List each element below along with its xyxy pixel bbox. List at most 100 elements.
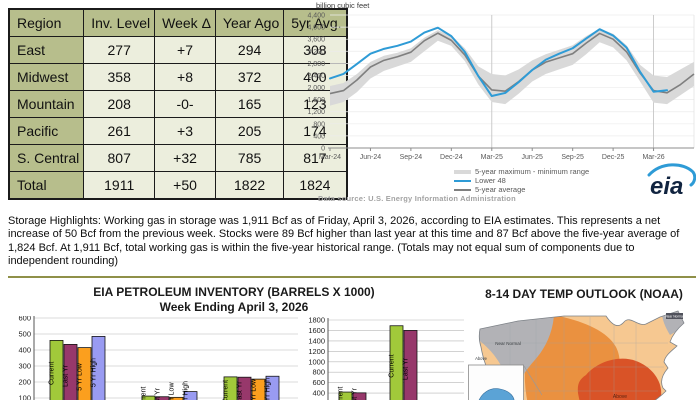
table-cell: Midwest (8, 63, 85, 91)
bar (389, 325, 404, 400)
svg-text:600: 600 (18, 316, 31, 323)
svg-text:Current: Current (49, 362, 56, 385)
bar (338, 391, 353, 400)
bar (251, 378, 266, 400)
svg-text:Sep-24: Sep-24 (400, 154, 423, 161)
svg-text:5 Yr High: 5 Yr High (91, 358, 98, 387)
table-cell: Mountain (8, 90, 85, 118)
eia-logo-text: eia (650, 173, 684, 200)
bar (183, 391, 198, 400)
svg-text:3,200: 3,200 (307, 49, 325, 56)
svg-text:2,800: 2,800 (307, 61, 325, 68)
svg-text:Last Yr: Last Yr (155, 387, 162, 400)
bar (49, 339, 64, 400)
svg-text:2,400: 2,400 (307, 73, 325, 80)
bar (265, 375, 280, 400)
table-cell: S. Central (8, 144, 85, 172)
svg-text:5 Yr High: 5 Yr High (183, 381, 190, 400)
svg-text:1,600: 1,600 (307, 97, 325, 104)
table-row: East 277 +7 294 308 (8, 36, 348, 64)
svg-text:Dec-24: Dec-24 (440, 154, 463, 161)
data-source-note: Data source: U.S. Energy Information Adm… (318, 194, 516, 203)
petroleum-bar-chart-right: 020040060080010001200140016001800Current… (308, 316, 464, 400)
table-row: Mountain 208 -0- 165 123 (8, 90, 348, 118)
svg-text:1800: 1800 (308, 316, 325, 325)
table-cell: 123 (283, 90, 348, 118)
svg-text:Mar-25: Mar-25 (481, 154, 503, 161)
gas-storage-line-chart: 0 400 800 1,200 1,600 2,000 2,400 2,800 3,200 3,6… (307, 13, 695, 161)
svg-text:3,600: 3,600 (307, 37, 325, 44)
petroleum-chart-subtitle: Week Ending April 3, 2026 (159, 300, 309, 314)
svg-text:0: 0 (321, 146, 325, 153)
bar (169, 396, 184, 400)
table-cell: -0- (154, 90, 216, 118)
inset-leader-line (523, 365, 543, 396)
chart-unit-label: billion cubic feet (316, 1, 370, 10)
storage-table-grid: Region Inv. Level Week Δ Year Ago 5yr Avg. Ea… (8, 8, 348, 200)
table-row: S. Central 807 +32 785 817 (8, 144, 348, 172)
svg-text:1400: 1400 (308, 336, 325, 345)
svg-text:Current: Current (141, 387, 148, 400)
header-cell: 5yr Avg. (283, 8, 348, 37)
bar (141, 395, 156, 400)
svg-text:100: 100 (18, 394, 31, 400)
svg-text:4,000: 4,000 (307, 25, 325, 32)
table-cell: +3 (154, 117, 216, 145)
legend-item-average: 5-year average (454, 185, 589, 194)
svg-text:Current: Current (223, 380, 230, 400)
bar (77, 347, 92, 400)
table-cell: 807 (83, 144, 156, 172)
table-row: Pacific 261 +3 205 174 (8, 117, 348, 145)
bar (403, 330, 418, 400)
svg-text:Sep-25: Sep-25 (561, 154, 584, 161)
header-cell: Week Δ (154, 8, 216, 37)
temp-outlook-map: Near Normal Above Above Near Normal Belo… (468, 310, 685, 400)
svg-text:500: 500 (18, 330, 31, 339)
eia-logo: eia (646, 161, 697, 205)
table-cell: Total (8, 171, 85, 200)
map-region-above-medium (524, 313, 620, 400)
table-cell: 205 (214, 117, 285, 145)
map-label-above-southeast: Above (613, 394, 627, 400)
table-cell: +50 (154, 171, 216, 200)
svg-text:Mar-24: Mar-24 (319, 154, 341, 161)
section-divider (8, 276, 696, 278)
table-cell: 308 (283, 36, 348, 64)
svg-text:800: 800 (313, 121, 325, 128)
table-cell: 165 (214, 90, 285, 118)
eia-logo-swoosh-icon (647, 163, 697, 187)
svg-text:Last Yr: Last Yr (403, 357, 410, 380)
map-region-above-strong (577, 358, 662, 400)
storage-highlights-text: Storage Highlights: Working gas in stora… (8, 215, 680, 268)
legend-item-lower48: Lower 48 (454, 176, 589, 185)
table-cell: 208 (83, 90, 156, 118)
header-cell: Region (8, 8, 85, 37)
svg-text:1,200: 1,200 (307, 109, 325, 116)
table-cell: +32 (154, 144, 216, 172)
legend-label: 5-year average (475, 185, 526, 194)
svg-text:800: 800 (312, 368, 325, 377)
table-cell: +7 (154, 36, 216, 64)
table-cell: 1824 (283, 171, 348, 200)
svg-text:Last Yr: Last Yr (352, 387, 359, 400)
table-cell: 372 (214, 63, 285, 91)
bar (352, 392, 367, 400)
map-label-above-west: Above (475, 356, 488, 361)
svg-text:Current: Current (338, 387, 345, 400)
table-cell: Pacific (8, 117, 85, 145)
petroleum-bar-chart-left: 0100200300400500600CurrentLast Yr5 Yr Lo… (18, 316, 298, 400)
bar (155, 396, 170, 400)
svg-text:4,400: 4,400 (307, 13, 325, 20)
table-cell: 1822 (214, 171, 285, 200)
legend-item-range: 5-year maximum - minimum range (454, 167, 589, 176)
map-label-box-maine (666, 313, 683, 319)
svg-text:Dec-25: Dec-25 (602, 154, 625, 161)
storage-table: Region Inv. Level Week Δ Year Ago 5yr Avg. Ea… (8, 8, 348, 200)
svg-text:400: 400 (18, 346, 31, 355)
legend-label: Lower 48 (475, 176, 506, 185)
svg-text:Last Yr: Last Yr (237, 381, 244, 400)
bar (223, 376, 238, 400)
table-cell: 358 (83, 63, 156, 91)
gas-storage-chart-block: billion cubic feet 0 400 800 1,200 1,600 2,00… (296, 0, 700, 212)
map-label-near-normal: Near Normal (495, 341, 521, 346)
